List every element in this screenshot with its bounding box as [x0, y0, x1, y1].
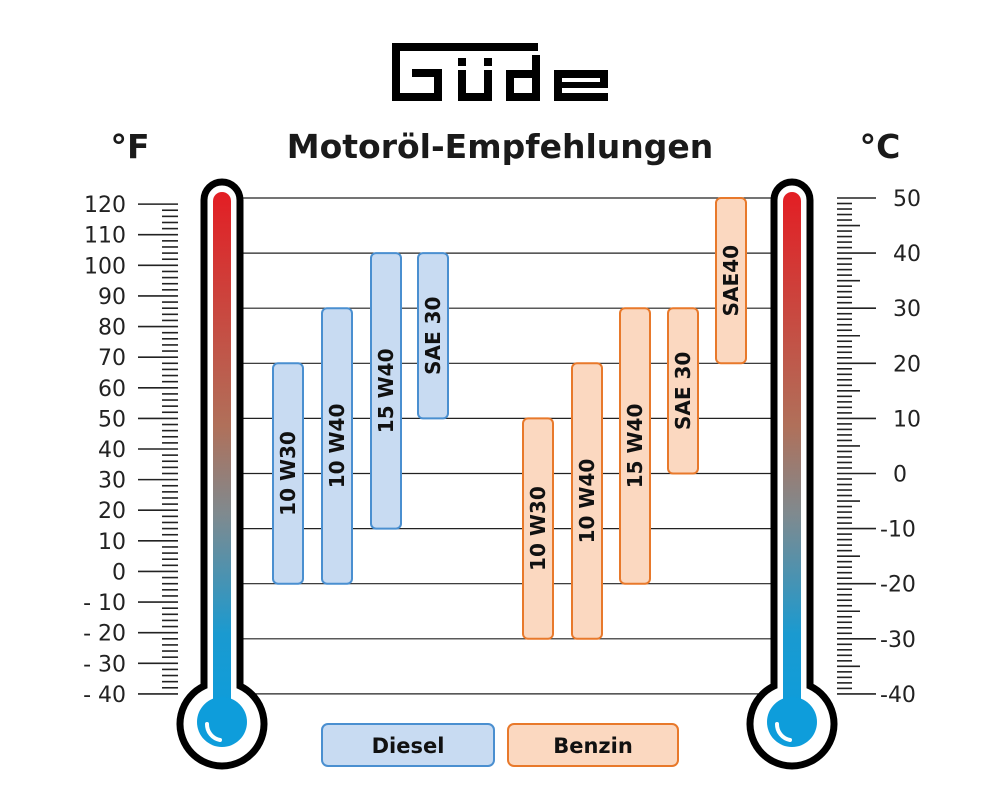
- fahrenheit-tick-label: 80: [98, 316, 126, 341]
- thermometer-bulb: [767, 697, 817, 747]
- range-bar-diesel: [321, 307, 353, 585]
- bar-label: 15 W40: [623, 404, 647, 489]
- celsius-tick-label: 40: [893, 242, 921, 267]
- fahrenheit-tick-label: - 30: [83, 652, 126, 677]
- fahrenheit-tick-label: - 20: [83, 622, 126, 647]
- fahrenheit-tick-label: 100: [84, 254, 126, 279]
- fahrenheit-tick-label: 10: [98, 530, 126, 555]
- fahrenheit-unit-label: °F: [110, 127, 149, 166]
- fahrenheit-tick-label: 20: [98, 499, 126, 524]
- celsius-tick-label: -40: [880, 683, 916, 708]
- range-bar-benzin: [522, 417, 554, 640]
- fahrenheit-tick-label: - 40: [83, 683, 126, 708]
- celsius-tick-label: 20: [893, 352, 921, 377]
- right-thermometer: [746, 178, 838, 770]
- celsius-unit-label: °C: [860, 127, 901, 166]
- celsius-axis: 50 40 30 20 10 0 -10 -20 -30 -40: [837, 187, 921, 708]
- bars: 10 W30 10 W40 15 W40 SAE 30 10 W30 10 W40 15 W…: [272, 197, 747, 640]
- range-bar-diesel: [272, 362, 304, 585]
- legend-swatch: [321, 723, 495, 767]
- fahrenheit-tick-label: 70: [98, 346, 126, 371]
- fahrenheit-tick-label: 110: [84, 224, 126, 249]
- legend-label: Benzin: [553, 734, 633, 758]
- bulb-highlight: [774, 722, 792, 742]
- fahrenheit-tick-label: 30: [98, 469, 126, 494]
- fahrenheit-tick-label: 40: [98, 438, 126, 463]
- thermometers: [176, 178, 838, 770]
- bar-label: 10 W40: [325, 404, 349, 489]
- bar-label: 10 W40: [575, 459, 599, 544]
- celsius-tick-label: -20: [880, 573, 916, 598]
- chart-title: Motoröl-Empfehlungen: [287, 127, 714, 166]
- fahrenheit-tick-label: 50: [98, 407, 126, 432]
- celsius-tick-label: 30: [893, 297, 921, 322]
- bar-label: SAE 30: [671, 352, 695, 430]
- fahrenheit-tick-label: 0: [112, 560, 126, 585]
- fahrenheit-tick-label: - 10: [83, 591, 126, 616]
- fahrenheit-tick-label: 90: [98, 285, 126, 310]
- legend-item-diesel: Diesel: [321, 723, 495, 767]
- range-bar-benzin: [571, 362, 603, 640]
- legend-label: Diesel: [372, 734, 445, 758]
- legend: Diesel Benzin: [321, 723, 679, 767]
- fahrenheit-tick-label: 60: [98, 377, 126, 402]
- legend-item-benzin: Benzin: [507, 723, 679, 767]
- fahrenheit-tick-label: 120: [84, 193, 126, 218]
- celsius-tick-label: 0: [893, 463, 907, 488]
- celsius-tick-label: -10: [880, 518, 916, 543]
- bulb-highlight: [204, 722, 222, 742]
- celsius-tick-label: -30: [880, 628, 916, 653]
- range-bar-benzin: [667, 307, 699, 475]
- left-thermometer: [176, 178, 268, 770]
- bar-label: SAE40: [719, 245, 743, 316]
- thermometer-column: [213, 192, 231, 712]
- thermometer-column: [783, 192, 801, 712]
- range-bar-benzin: [715, 197, 747, 365]
- legend-swatch: [507, 723, 679, 767]
- bar-label: 10 W30: [526, 486, 550, 571]
- bar-label: 10 W30: [276, 431, 300, 516]
- bar-label: 15 W40: [374, 349, 398, 434]
- celsius-tick-label: 10: [893, 407, 921, 432]
- bar-label: SAE 30: [421, 297, 445, 375]
- range-bar-benzin: [619, 307, 651, 585]
- thermometer-bulb: [197, 697, 247, 747]
- celsius-tick-label: 50: [893, 187, 921, 212]
- range-bar-diesel: [417, 252, 449, 420]
- range-bar-diesel: [370, 252, 402, 530]
- guede-logo: [392, 43, 608, 101]
